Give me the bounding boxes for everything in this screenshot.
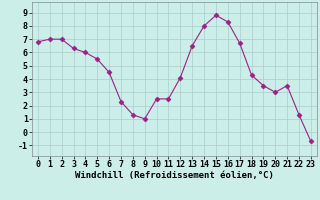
- X-axis label: Windchill (Refroidissement éolien,°C): Windchill (Refroidissement éolien,°C): [75, 171, 274, 180]
